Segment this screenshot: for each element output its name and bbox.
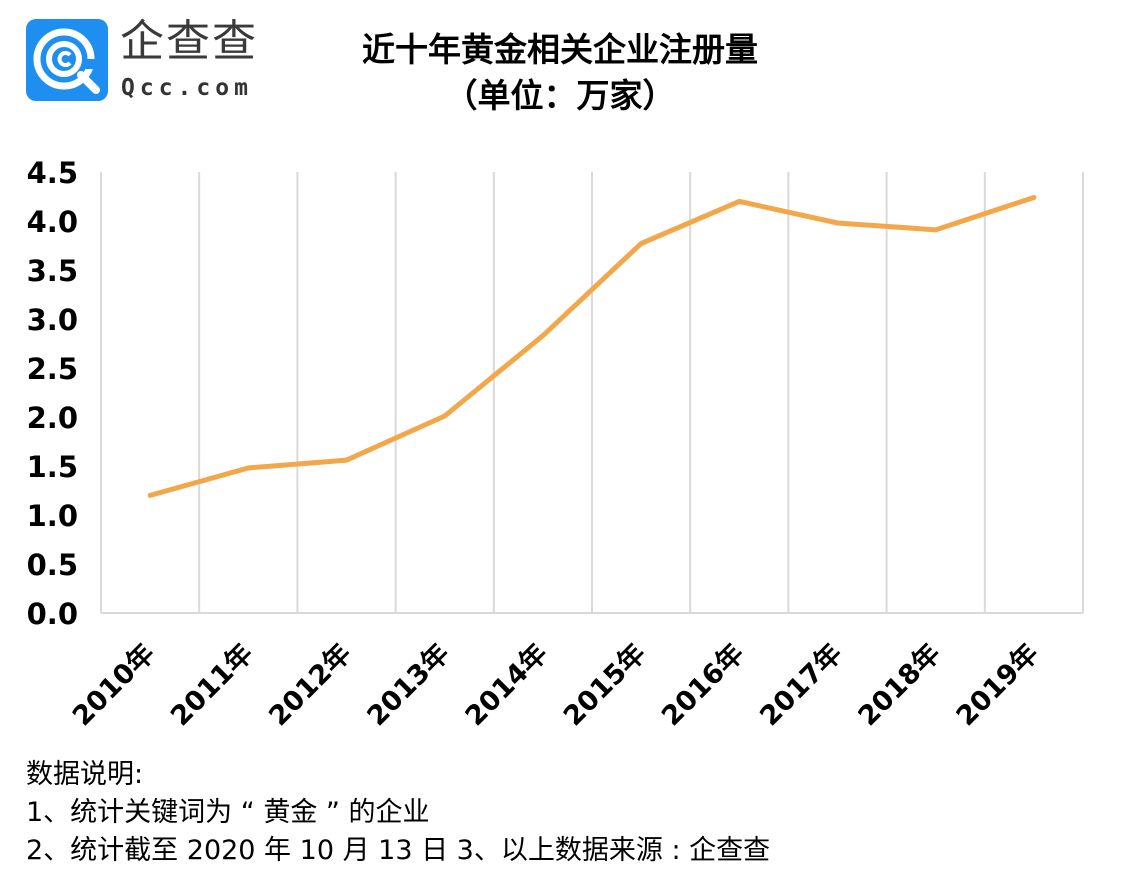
y-tick-label: 1.0 — [27, 499, 78, 533]
x-tick-label: 2010年 — [66, 637, 161, 732]
chart-subtitle: （单位：万家） — [444, 76, 676, 115]
notes-heading: 数据说明: — [26, 759, 144, 790]
x-tick-label: 2016年 — [655, 637, 750, 732]
brand-name-en: Qcc.com — [121, 75, 253, 101]
qcc-logo-icon — [26, 19, 108, 101]
chart-title: 近十年黄金相关企业注册量 — [362, 30, 758, 69]
notes-line-2: 2、统计截至 2020 年 10 月 13 日 3、以上数据来源 : 企查查 — [26, 835, 771, 866]
x-tick-label: 2013年 — [361, 637, 456, 732]
notes-line-1: 1、统计关键词为 “ 黄金 ” 的企业 — [26, 797, 430, 828]
chart-gridlines — [100, 172, 1084, 614]
y-tick-label: 3.0 — [27, 303, 78, 337]
x-tick-label: 2011年 — [164, 637, 259, 732]
y-tick-label: 3.5 — [27, 254, 78, 288]
y-tick-label: 1.5 — [27, 450, 78, 484]
x-tick-label: 2018年 — [852, 637, 947, 732]
x-axis-labels: 2010年 2011年 2012年 2013年 2014年 2015年 2016年 2017年… — [66, 637, 1045, 732]
y-tick-label: 0.5 — [27, 548, 78, 582]
brand-name-cn: 企查查 — [120, 16, 258, 67]
x-tick-label: 2014年 — [459, 637, 554, 732]
y-tick-label: 4.5 — [27, 156, 78, 190]
x-tick-label: 2012年 — [263, 637, 358, 732]
series-line — [147, 194, 1037, 498]
y-tick-label: 2.5 — [27, 352, 78, 386]
x-tick-label: 2017年 — [754, 637, 849, 732]
y-axis-labels: 0.0 0.5 1.0 1.5 2.0 2.5 3.0 3.5 4.0 4.5 — [27, 156, 78, 631]
x-tick-label: 2019年 — [950, 637, 1045, 732]
x-tick-label: 2015年 — [557, 637, 652, 732]
y-tick-label: 2.0 — [27, 401, 78, 435]
y-tick-label: 4.0 — [27, 205, 78, 239]
data-notes: 数据说明: 1、统计关键词为 “ 黄金 ” 的企业 2、统计截至 2020 年 … — [26, 756, 770, 870]
y-tick-label: 0.0 — [27, 597, 78, 631]
